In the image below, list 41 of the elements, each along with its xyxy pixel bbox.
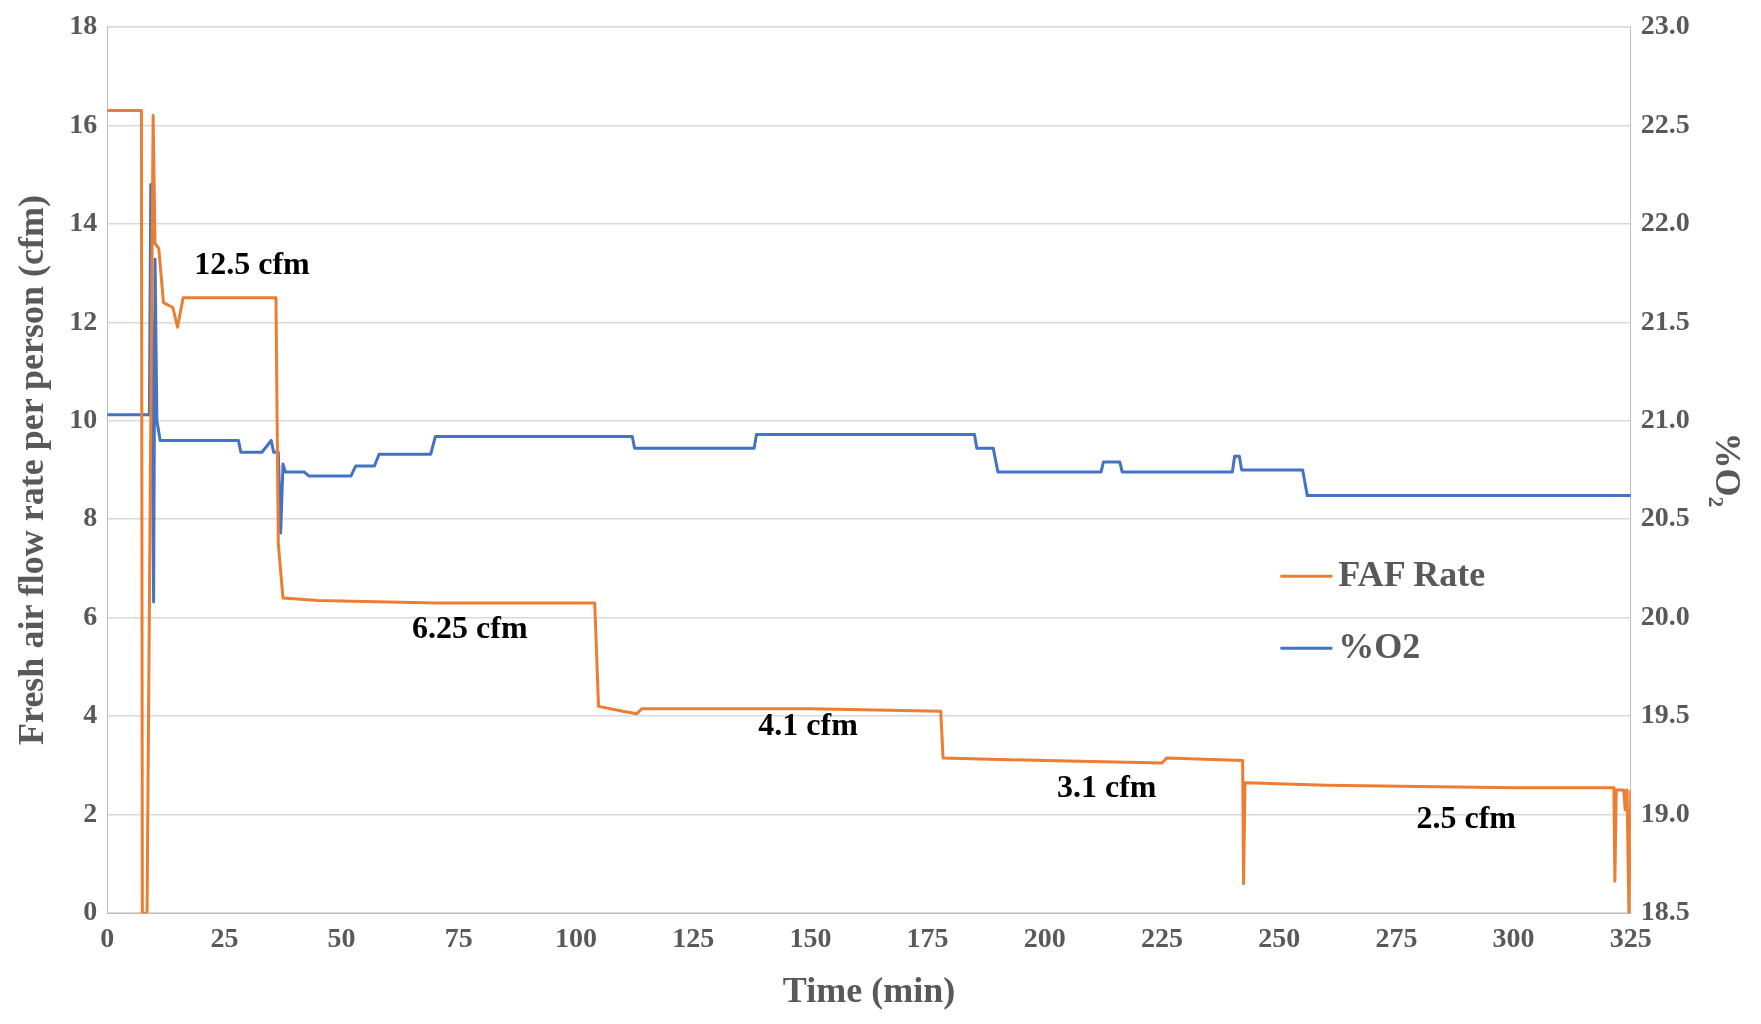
x-tick-label: 125 [672,922,715,954]
x-tick-label: 25 [210,922,239,954]
annotation: 12.5 cfm [194,245,311,282]
y2-tick-label: 20.0 [1640,599,1690,631]
y-tick-label: 6 [83,599,98,631]
x-tick-label: 150 [789,922,832,954]
x-tick-label: 75 [444,922,473,954]
y-tick-label: 10 [69,402,98,434]
x-tick-label: 50 [327,922,356,954]
annotation: 3.1 cfm [1056,768,1157,805]
y-tick-label: 8 [83,501,98,533]
y2-tick-label: 21.5 [1640,304,1690,336]
x-tick-label: 100 [555,922,597,954]
y-tick-label: 18 [69,9,98,41]
y2-tick-label: 19.5 [1640,698,1690,730]
y-tick-label: 4 [83,698,98,730]
x-tick-label: 275 [1375,922,1418,954]
annotation: 6.25 cfm [412,608,528,645]
x-tick-label: 200 [1023,922,1066,954]
y2-tick-label: 21.0 [1640,402,1690,434]
legend-label: FAF Rate [1338,553,1486,594]
y2-tick-label: 20.5 [1640,501,1690,533]
y-tick-label: 0 [83,895,98,927]
y-tick-label: 16 [69,107,98,139]
y2-tick-label: 22.5 [1640,107,1690,139]
annotation: 2.5 cfm [1416,799,1517,836]
y-tick-label: 2 [83,796,98,828]
x-tick-label: 225 [1141,922,1183,954]
y2-tick-label: 19.0 [1640,796,1690,828]
y2-axis-title: %O₂ [1708,432,1749,508]
annotation: 4.1 cfm [758,706,859,743]
x-tick-label: 300 [1492,922,1535,954]
x-axis-title: Time (min) [782,969,956,1010]
y2-tick-label: 22.0 [1640,206,1690,238]
y-tick-label: 12 [69,304,98,336]
y-axis-title: Fresh air flow rate per person (cfm) [10,195,51,745]
legend-label: %O2 [1338,625,1421,666]
y-tick-label: 14 [69,206,98,238]
x-tick-label: 175 [906,922,949,954]
y2-tick-label: 23.0 [1640,9,1690,41]
x-tick-label: 250 [1258,922,1301,954]
